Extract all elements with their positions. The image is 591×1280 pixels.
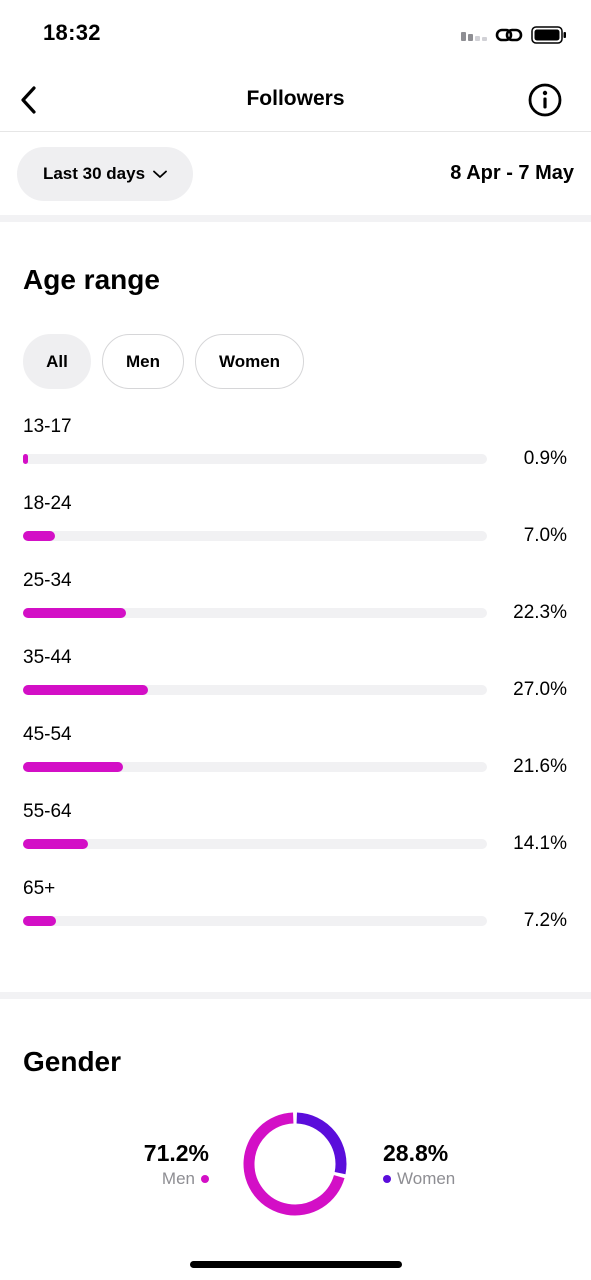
- age-bar-track: [23, 454, 487, 464]
- section-divider: [0, 215, 591, 222]
- tab-all[interactable]: All: [23, 334, 91, 389]
- age-label: 35-44: [23, 647, 72, 668]
- donut-slice-men: [243, 1112, 345, 1216]
- gender-men-label-row: Men: [144, 1169, 209, 1189]
- age-bar-track: [23, 839, 487, 849]
- age-label: 13-17: [23, 416, 72, 437]
- age-label: 55-64: [23, 801, 72, 822]
- men-legend-dot: [201, 1175, 209, 1183]
- home-indicator: [190, 1261, 402, 1268]
- info-button[interactable]: [527, 82, 563, 118]
- age-bar-track: [23, 608, 487, 618]
- age-row-45-54: 45-54 21.6%: [0, 720, 591, 797]
- age-bar-fill: [23, 531, 56, 541]
- date-range-dropdown[interactable]: Last 30 days: [17, 147, 193, 201]
- age-row-13-17: 13-17 0.9%: [0, 412, 591, 489]
- age-value: 7.2%: [523, 910, 567, 931]
- age-bar-fill: [23, 839, 89, 849]
- tab-men[interactable]: Men: [102, 334, 184, 389]
- section-divider: [0, 992, 591, 999]
- age-value: 21.6%: [513, 756, 567, 777]
- gender-women-label: Women: [397, 1169, 456, 1188]
- age-bar-fill: [23, 916, 57, 926]
- age-row-18-24: 18-24 7.0%: [0, 489, 591, 566]
- page-title: Followers: [246, 87, 345, 110]
- gender-men-label: Men: [161, 1169, 195, 1188]
- status-time: 18:32: [43, 20, 101, 45]
- tab-women[interactable]: Women: [195, 334, 304, 389]
- women-legend-dot: [383, 1175, 391, 1183]
- age-row-25-34: 25-34 22.3%: [0, 566, 591, 643]
- age-range-list: 13-17 0.9% 18-24 7.0% 25-34 22.3% 35-44 …: [0, 412, 591, 951]
- chevron-left-icon: [21, 86, 36, 114]
- gender-men-legend: 71.2% Men: [144, 1140, 209, 1189]
- age-label: 65+: [23, 878, 56, 899]
- age-bar-fill: [23, 608, 127, 618]
- battery-icon: [531, 26, 566, 44]
- age-bar-fill: [23, 685, 149, 695]
- date-range-text: 8 Apr - 7 May: [450, 162, 574, 184]
- age-bar-track: [23, 762, 487, 772]
- gender-women-value: 28.8%: [383, 1140, 449, 1166]
- age-value: 0.9%: [523, 448, 567, 469]
- signal-bars-icon: [461, 32, 487, 41]
- age-row-55-64: 55-64 14.1%: [0, 797, 591, 874]
- date-range-dropdown-label: Last 30 days: [42, 164, 146, 183]
- gender-chart: 71.2% Men 28.8% Women: [0, 1100, 591, 1230]
- age-value: 22.3%: [513, 602, 567, 623]
- age-value: 7.0%: [523, 525, 567, 546]
- age-value: 27.0%: [513, 679, 567, 700]
- gender-donut: [243, 1112, 347, 1216]
- back-button[interactable]: [14, 82, 44, 118]
- donut-slice-women: [296, 1112, 347, 1175]
- link-icon: [495, 28, 523, 42]
- age-value: 14.1%: [513, 833, 567, 854]
- chevron-down-icon: [153, 170, 167, 178]
- status-bar: 18:32: [0, 0, 591, 70]
- gender-men-value: 71.2%: [143, 1140, 209, 1166]
- age-label: 25-34: [23, 570, 72, 591]
- age-row-35-44: 35-44 27.0%: [0, 643, 591, 720]
- age-bar-track: [23, 685, 487, 695]
- gender-women-label-row: Women: [383, 1169, 455, 1189]
- age-bar-track: [23, 531, 487, 541]
- filter-row: Last 30 days 8 Apr - 7 May: [0, 132, 591, 216]
- gender-title: Gender: [23, 1046, 122, 1077]
- age-row-65-plus: 65+ 7.2%: [0, 874, 591, 951]
- info-circle-icon: [528, 83, 562, 117]
- age-bar-fill: [23, 454, 28, 464]
- age-bar-track: [23, 916, 487, 926]
- age-label: 45-54: [23, 724, 72, 745]
- gender-women-legend: 28.8% Women: [383, 1140, 455, 1189]
- age-label: 18-24: [23, 493, 72, 514]
- age-range-title: Age range: [23, 264, 160, 295]
- nav-bar: Followers: [0, 70, 591, 132]
- age-bar-fill: [23, 762, 124, 772]
- status-icons: [461, 24, 567, 46]
- age-filter-tabs: All Men Women: [23, 334, 304, 390]
